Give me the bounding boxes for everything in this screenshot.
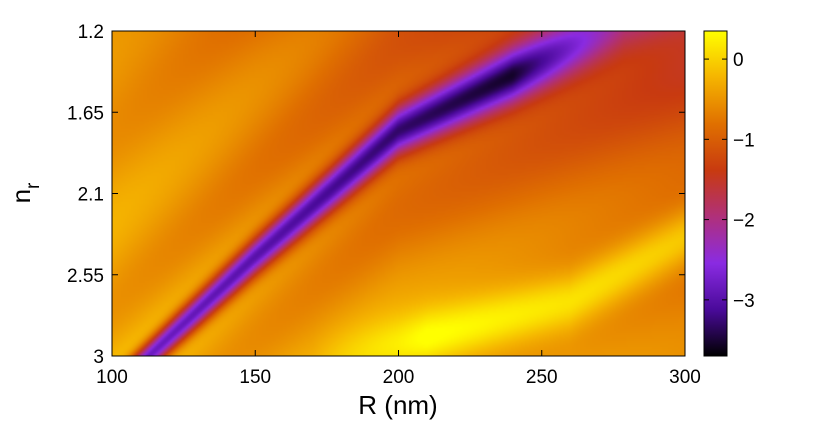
y-tick-label: 3	[93, 347, 104, 368]
y-tick-label: 1.2	[78, 22, 104, 43]
heatmap-image	[112, 31, 685, 356]
colorbar: 0 −1 −2 −3	[703, 30, 755, 357]
x-axis-label: R (nm)	[358, 390, 437, 420]
y-tick-label: 2.55	[67, 266, 104, 287]
y-tick-label: 2.1	[78, 185, 104, 206]
colorbar-tick-label: −1	[733, 130, 755, 151]
x-tick-label: 300	[669, 367, 701, 388]
colorbar-ticks: 0 −1 −2 −3	[704, 50, 755, 312]
y-axis: 1.2 1.65 2.1 2.55 3	[67, 22, 685, 368]
colorbar-tick-label: −3	[733, 291, 755, 312]
x-tick-label: 100	[96, 367, 128, 388]
y-axis-label-main: n	[6, 189, 36, 203]
heatmap-plot-area	[111, 30, 686, 357]
colorbar-tick-label: 0	[733, 50, 744, 71]
svg-text:nr: nr	[6, 182, 44, 203]
x-axis: 100 150 200 250 300	[96, 31, 701, 388]
y-axis-label-sub: r	[23, 182, 44, 189]
colorbar-gradient	[703, 30, 728, 357]
y-axis-label: nr	[6, 182, 44, 203]
x-tick-label: 250	[526, 367, 558, 388]
x-tick-label: 200	[383, 367, 415, 388]
x-tick-label: 150	[239, 367, 271, 388]
colorbar-tick-label: −2	[733, 211, 755, 232]
y-tick-label: 1.65	[67, 103, 104, 124]
